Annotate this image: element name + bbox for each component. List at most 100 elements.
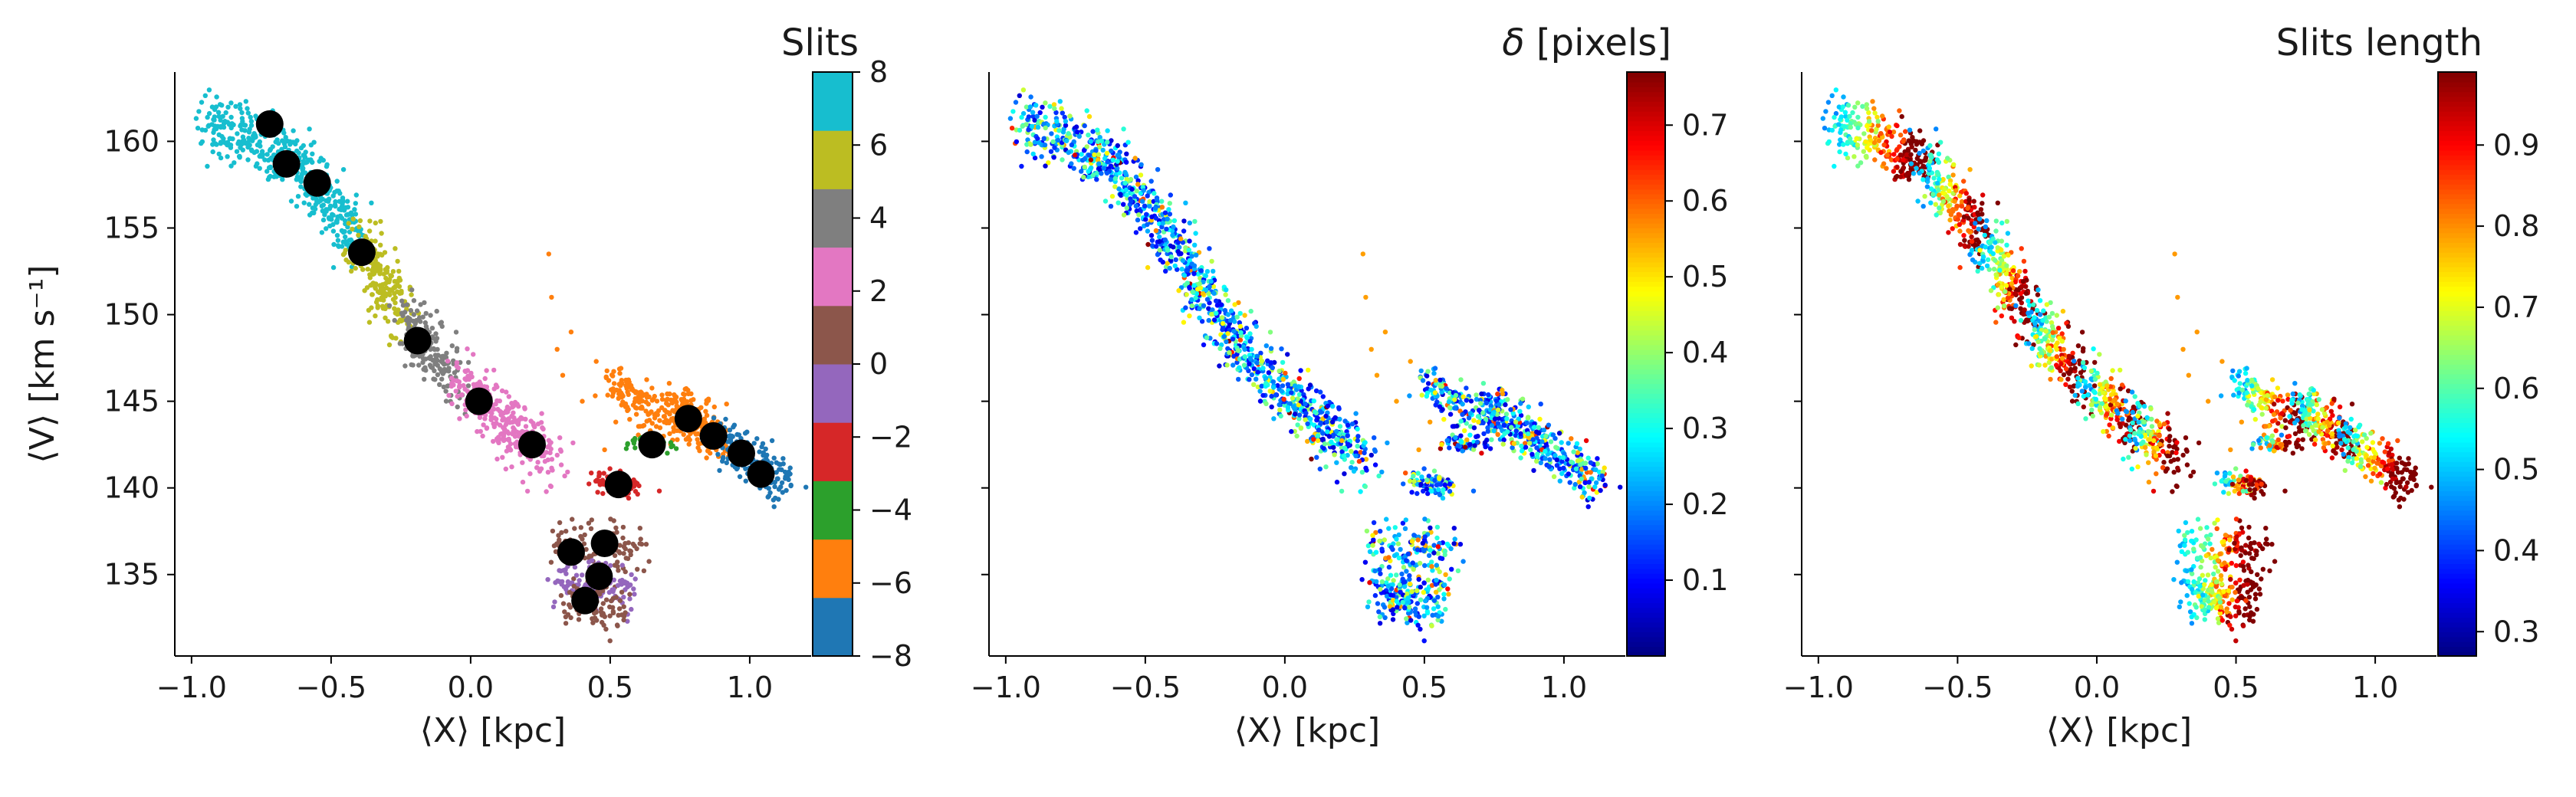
data-point bbox=[449, 401, 455, 406]
colorbar-tick-label: −2 bbox=[869, 420, 912, 454]
data-point bbox=[1543, 456, 1548, 461]
data-point bbox=[304, 192, 309, 197]
data-point bbox=[1339, 438, 1345, 444]
data-point bbox=[343, 257, 349, 263]
data-point bbox=[216, 151, 222, 157]
colorbar-segment bbox=[1627, 431, 1665, 438]
data-point bbox=[669, 400, 675, 405]
data-point bbox=[1401, 565, 1407, 570]
data-point bbox=[1166, 207, 1171, 212]
data-point bbox=[1518, 401, 1523, 406]
colorbar-segment bbox=[1627, 281, 1665, 287]
data-point bbox=[1266, 370, 1272, 376]
slit-center-marker bbox=[604, 471, 632, 499]
data-point bbox=[1435, 613, 1441, 619]
data-point bbox=[433, 356, 439, 361]
data-point bbox=[1153, 228, 1159, 234]
colorbar-segment bbox=[1627, 510, 1665, 516]
data-point bbox=[1265, 358, 1270, 363]
colorbar-segment bbox=[1627, 110, 1665, 116]
data-point bbox=[621, 544, 626, 549]
data-point bbox=[1121, 212, 1127, 218]
data-point bbox=[1505, 429, 1510, 435]
data-point bbox=[1292, 383, 1298, 389]
data-point bbox=[1222, 307, 1228, 313]
data-point bbox=[452, 370, 458, 376]
data-point bbox=[1476, 419, 1481, 425]
colorbar-segment bbox=[1627, 164, 1665, 170]
data-point bbox=[1351, 468, 1357, 474]
data-point bbox=[1089, 165, 1094, 171]
data-point bbox=[1298, 368, 1303, 373]
data-point bbox=[1184, 292, 1189, 297]
data-point bbox=[320, 217, 327, 223]
data-point bbox=[1575, 450, 1580, 455]
data-point bbox=[1318, 389, 1323, 395]
data-point bbox=[1403, 517, 1409, 523]
data-point bbox=[1334, 460, 1339, 465]
data-point bbox=[1416, 614, 1422, 619]
data-point bbox=[1251, 382, 1257, 387]
data-point bbox=[1519, 443, 1524, 449]
data-point bbox=[1110, 157, 1116, 162]
data-point bbox=[1447, 481, 1453, 487]
colorbar-segment bbox=[1627, 359, 1665, 365]
data-point bbox=[1495, 421, 1501, 426]
colorbar-segment bbox=[1627, 651, 1665, 657]
data-point bbox=[1194, 287, 1201, 292]
slit-centers bbox=[255, 110, 775, 615]
data-point bbox=[562, 473, 567, 479]
data-point bbox=[675, 437, 680, 442]
data-point bbox=[1889, 157, 1894, 162]
data-point bbox=[1123, 159, 1129, 165]
data-point bbox=[1963, 191, 1969, 196]
data-point bbox=[1214, 303, 1221, 308]
data-point bbox=[1868, 137, 1874, 143]
data-point bbox=[1940, 198, 1947, 205]
data-point bbox=[420, 359, 426, 366]
data-point bbox=[1172, 263, 1178, 269]
data-point bbox=[1487, 407, 1493, 412]
data-point bbox=[245, 157, 251, 162]
data-point bbox=[1336, 406, 1342, 412]
data-point bbox=[443, 398, 449, 404]
data-point bbox=[1305, 438, 1310, 444]
data-point bbox=[615, 564, 620, 569]
data-point bbox=[367, 273, 373, 278]
data-point bbox=[1388, 592, 1394, 598]
data-point bbox=[1897, 144, 1902, 149]
data-point bbox=[1017, 93, 1023, 98]
data-point bbox=[216, 113, 222, 120]
data-point bbox=[1173, 257, 1178, 263]
data-point bbox=[1374, 372, 1380, 378]
slit-center-marker bbox=[590, 530, 619, 558]
data-point bbox=[656, 488, 662, 494]
data-point bbox=[666, 381, 672, 386]
data-point bbox=[1513, 428, 1519, 434]
data-point bbox=[1505, 397, 1510, 402]
data-point bbox=[779, 467, 784, 473]
data-point bbox=[348, 237, 353, 243]
data-point bbox=[601, 471, 606, 476]
colorbar-segment bbox=[1627, 495, 1665, 501]
data-point bbox=[1325, 403, 1331, 409]
data-point bbox=[245, 110, 251, 116]
data-point bbox=[1969, 234, 1974, 240]
data-point bbox=[1201, 342, 1207, 348]
data-point bbox=[1901, 157, 1906, 162]
data-point bbox=[405, 315, 411, 320]
data-point bbox=[1039, 154, 1044, 159]
data-point bbox=[1602, 465, 1607, 471]
data-point bbox=[1157, 234, 1162, 240]
data-point bbox=[1204, 269, 1211, 274]
colorbar-segment bbox=[1627, 441, 1665, 448]
data-point bbox=[1280, 376, 1286, 382]
data-point bbox=[1237, 323, 1244, 330]
data-point bbox=[1116, 186, 1122, 192]
slit-center-marker bbox=[557, 538, 585, 566]
data-point bbox=[1845, 155, 1851, 161]
data-point bbox=[590, 620, 596, 625]
data-point bbox=[418, 302, 423, 307]
data-point bbox=[1187, 238, 1192, 244]
data-point bbox=[1385, 440, 1390, 446]
